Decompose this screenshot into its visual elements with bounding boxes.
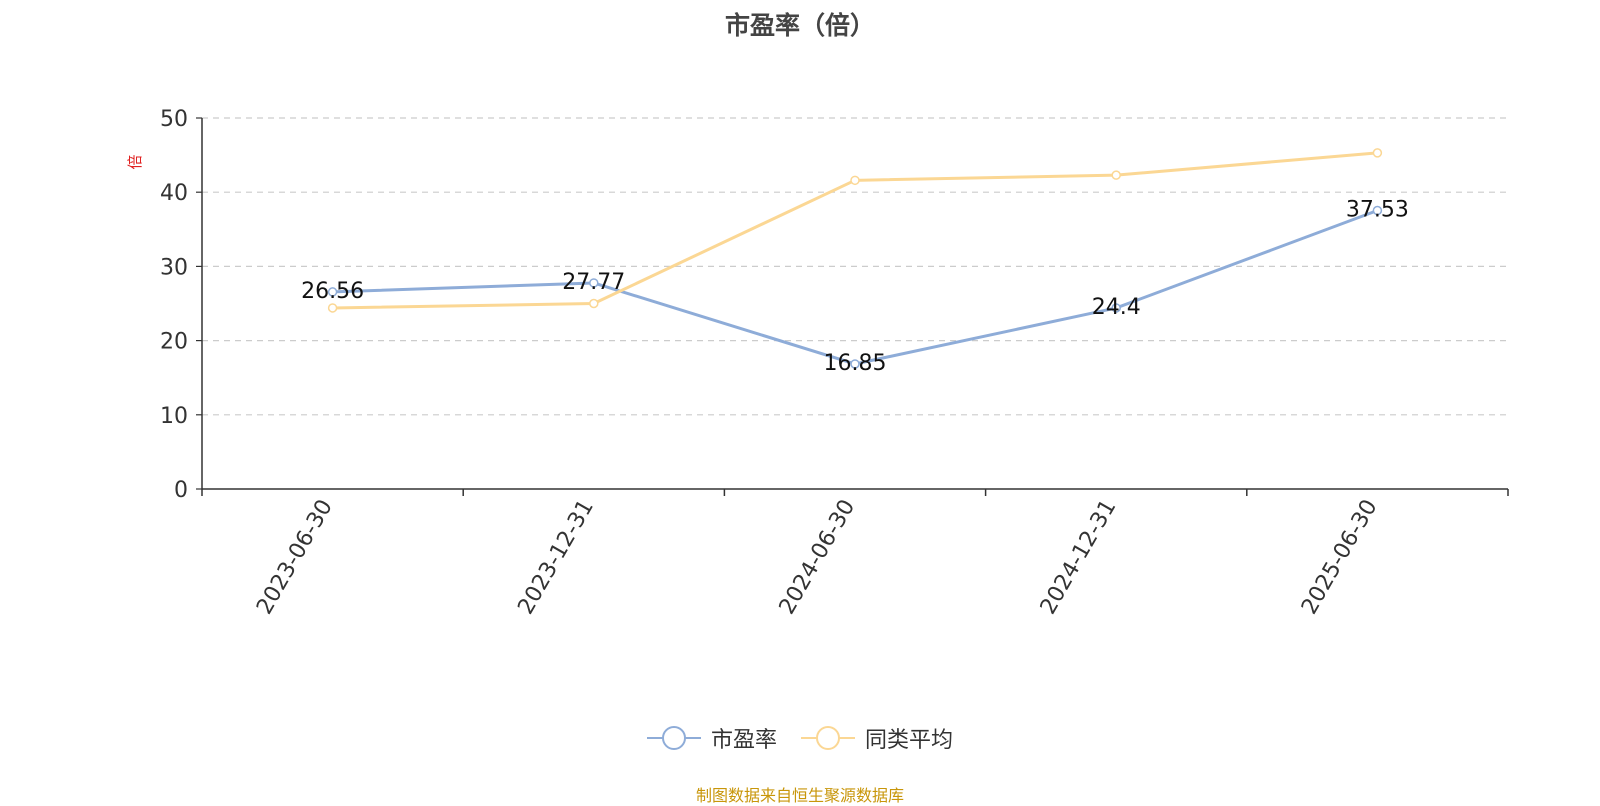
x-tick-label: 2024-06-30 xyxy=(775,496,861,619)
data-point-0 xyxy=(589,278,599,288)
data-point-1 xyxy=(589,298,599,309)
legend-label-pe: 市盈率 xyxy=(710,728,777,753)
y-tick-label: 30 xyxy=(160,255,188,280)
data-point-1 xyxy=(1372,148,1383,158)
x-tick-label: 2025-06-30 xyxy=(1297,496,1383,619)
y-tick-label: 50 xyxy=(160,107,188,132)
data-label: 24.4 xyxy=(1092,295,1141,320)
data-label: 27.77 xyxy=(562,270,625,295)
data-point-0 xyxy=(1372,205,1383,216)
data-point-1 xyxy=(327,303,338,313)
y-tick-label: 40 xyxy=(160,181,188,206)
legend: 市盈率 同类平均 xyxy=(0,722,1600,754)
legend-marker-peer-average-icon xyxy=(801,726,855,750)
x-tick-label: 2023-06-30 xyxy=(252,496,338,619)
source-note: 制图数据来自恒生聚源数据库 xyxy=(695,786,904,805)
data-label: 37.53 xyxy=(1346,198,1409,223)
data-point-0 xyxy=(1111,303,1121,313)
y-tick-label: 10 xyxy=(160,404,188,429)
y-tick-label: 0 xyxy=(174,478,188,503)
y-axis-label: 倍 xyxy=(126,154,144,169)
legend-item-peer-average[interactable]: 同类平均 xyxy=(801,722,953,754)
x-tick-label: 2023-12-31 xyxy=(513,496,599,619)
data-label: 16.85 xyxy=(824,351,887,376)
data-point-0 xyxy=(850,359,860,369)
data-point-0 xyxy=(327,287,338,297)
chart-title: 市盈率（倍） xyxy=(724,11,875,40)
legend-item-pe[interactable]: 市盈率 xyxy=(646,722,777,754)
data-point-1 xyxy=(850,175,860,186)
x-tick-label: 2024-12-31 xyxy=(1036,496,1122,619)
legend-marker-pe-icon xyxy=(646,726,701,750)
data-point-1 xyxy=(1111,170,1121,180)
y-tick-label: 20 xyxy=(160,330,188,355)
data-label: 26.56 xyxy=(301,279,364,304)
legend-label-peer-average: 同类平均 xyxy=(865,728,954,753)
